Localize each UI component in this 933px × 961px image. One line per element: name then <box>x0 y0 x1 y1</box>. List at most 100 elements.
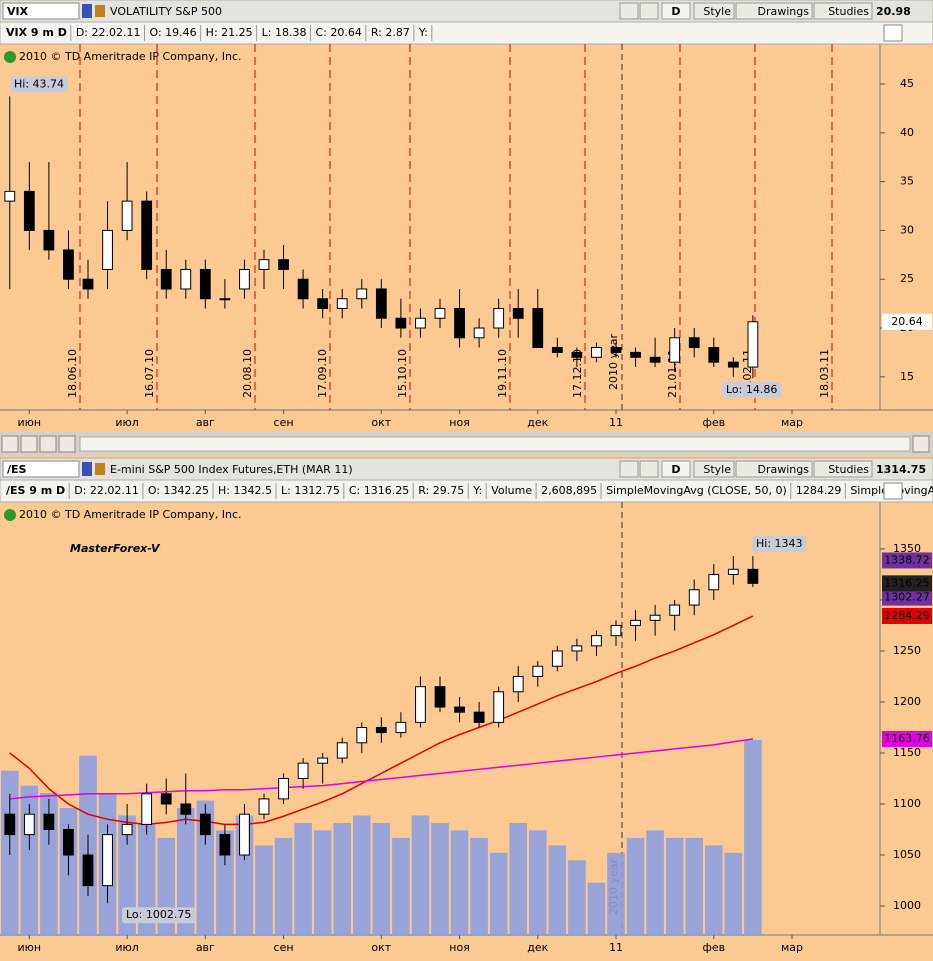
candle-body <box>551 347 563 353</box>
y-tick-label: 25 <box>900 272 914 285</box>
y-tick-label: 1150 <box>893 746 921 759</box>
price-tag-label: 20.64 <box>891 315 923 328</box>
pan-button[interactable] <box>1 435 19 453</box>
volume-bar <box>137 822 156 935</box>
candle-body <box>669 337 681 363</box>
candle-body <box>121 823 133 836</box>
toolbar-button[interactable] <box>693 2 735 20</box>
price-tag <box>882 552 932 569</box>
symbol-field[interactable] <box>2 2 80 20</box>
toolbar-button[interactable] <box>813 2 873 20</box>
extreme-box <box>122 907 196 924</box>
toolbar-button-label: Drawings <box>758 5 810 18</box>
candle-body <box>278 777 289 800</box>
y-tick-label: 15 <box>900 370 914 383</box>
expiration-label: 16.07.10 <box>143 349 156 398</box>
volume-bar <box>724 852 743 935</box>
candle-body <box>4 190 16 202</box>
candle-body <box>141 200 153 270</box>
toolbar-button[interactable] <box>735 2 813 20</box>
candle-body <box>630 619 641 626</box>
extreme-box <box>722 382 782 399</box>
price-tag-label: 1316.25 <box>884 576 930 589</box>
info-item: C: 1316.25 <box>349 484 409 497</box>
symbol-dropdown[interactable] <box>82 462 92 476</box>
candle-body <box>688 589 700 606</box>
x-tick-label: июл <box>115 416 138 429</box>
candle-body <box>512 675 524 693</box>
scroll-track[interactable] <box>79 436 911 452</box>
copyright: 2010 © TD Ameritrade IP Company, Inc. <box>19 508 242 521</box>
toolbar-button[interactable] <box>813 460 873 478</box>
moving-average <box>9 615 754 826</box>
candle-body <box>141 793 153 825</box>
volume-bar <box>744 740 762 935</box>
period-button[interactable] <box>661 2 691 20</box>
cursor-button[interactable] <box>58 435 76 453</box>
x-tick-label: окт <box>371 416 391 429</box>
tool-button[interactable] <box>639 2 659 20</box>
zoom-in-button[interactable] <box>20 435 38 453</box>
symbol-field[interactable] <box>2 460 80 478</box>
expiration-label: 17.12.10 <box>571 349 584 398</box>
candle-body <box>63 829 74 856</box>
toolbar-button[interactable] <box>693 460 735 478</box>
toolbar-button[interactable] <box>735 460 813 478</box>
candle-body <box>317 757 329 764</box>
volume-bar <box>118 815 136 935</box>
candle-body <box>415 317 426 329</box>
candle-body <box>102 229 113 270</box>
candle-body <box>571 351 583 358</box>
info-item: 1284.29 <box>796 484 842 497</box>
zoom-out-button[interactable] <box>39 435 57 453</box>
candle-body <box>610 347 622 353</box>
chart-settings[interactable] <box>883 24 903 42</box>
info-item: /ES 9 m D <box>6 484 65 497</box>
volume-bar <box>509 822 528 935</box>
link-button[interactable] <box>95 463 105 475</box>
link-button[interactable] <box>95 5 105 17</box>
candle-body <box>454 706 465 713</box>
info-item: Y: <box>472 484 482 497</box>
info-item: 2,608,895 <box>541 484 597 497</box>
chart-settings[interactable] <box>883 482 903 500</box>
period-button[interactable] <box>661 460 691 478</box>
y-tick-label: 30 <box>900 223 914 236</box>
expiration-label: 19.11.10 <box>496 349 509 398</box>
scroll-right[interactable] <box>912 435 930 453</box>
candle-body <box>375 726 387 734</box>
tool-button[interactable] <box>619 2 639 20</box>
last-price: 1314.75 <box>876 463 926 476</box>
candle-body <box>356 288 368 300</box>
info-item: R: 29.75 <box>418 484 464 497</box>
y-tick-label: 35 <box>900 175 914 188</box>
info-item: O: 19.46 <box>150 26 197 39</box>
x-tick-label: июл <box>115 941 138 954</box>
candle-body <box>23 813 35 836</box>
price-tag-label: 1302.27 <box>884 591 930 604</box>
tool-button[interactable] <box>639 460 659 478</box>
info-item: C: 20.64 <box>315 26 361 39</box>
symbol: VIX <box>7 5 29 18</box>
candle-body <box>180 803 192 815</box>
x-tick-label: фев <box>702 416 725 429</box>
plot-area <box>0 44 933 432</box>
info-item: L: 18.38 <box>262 26 307 39</box>
price-tag-label: 1338.72 <box>884 553 930 566</box>
candle-body <box>239 813 250 856</box>
volume-bar <box>685 837 704 935</box>
candle-body <box>219 298 231 301</box>
candle-body <box>258 259 270 270</box>
candle-body <box>708 347 720 363</box>
symbol-dropdown[interactable] <box>82 4 92 18</box>
info-item: Y: <box>418 26 428 39</box>
tool-button[interactable] <box>619 460 639 478</box>
volume-bar <box>450 830 469 935</box>
info-item: R: 2.87 <box>371 26 410 39</box>
volume-bar <box>431 822 449 935</box>
x-tick-label: июн <box>18 941 42 954</box>
volume-bar <box>470 837 488 935</box>
info-item: O: 1342.25 <box>148 484 209 497</box>
candle-body <box>727 568 739 575</box>
